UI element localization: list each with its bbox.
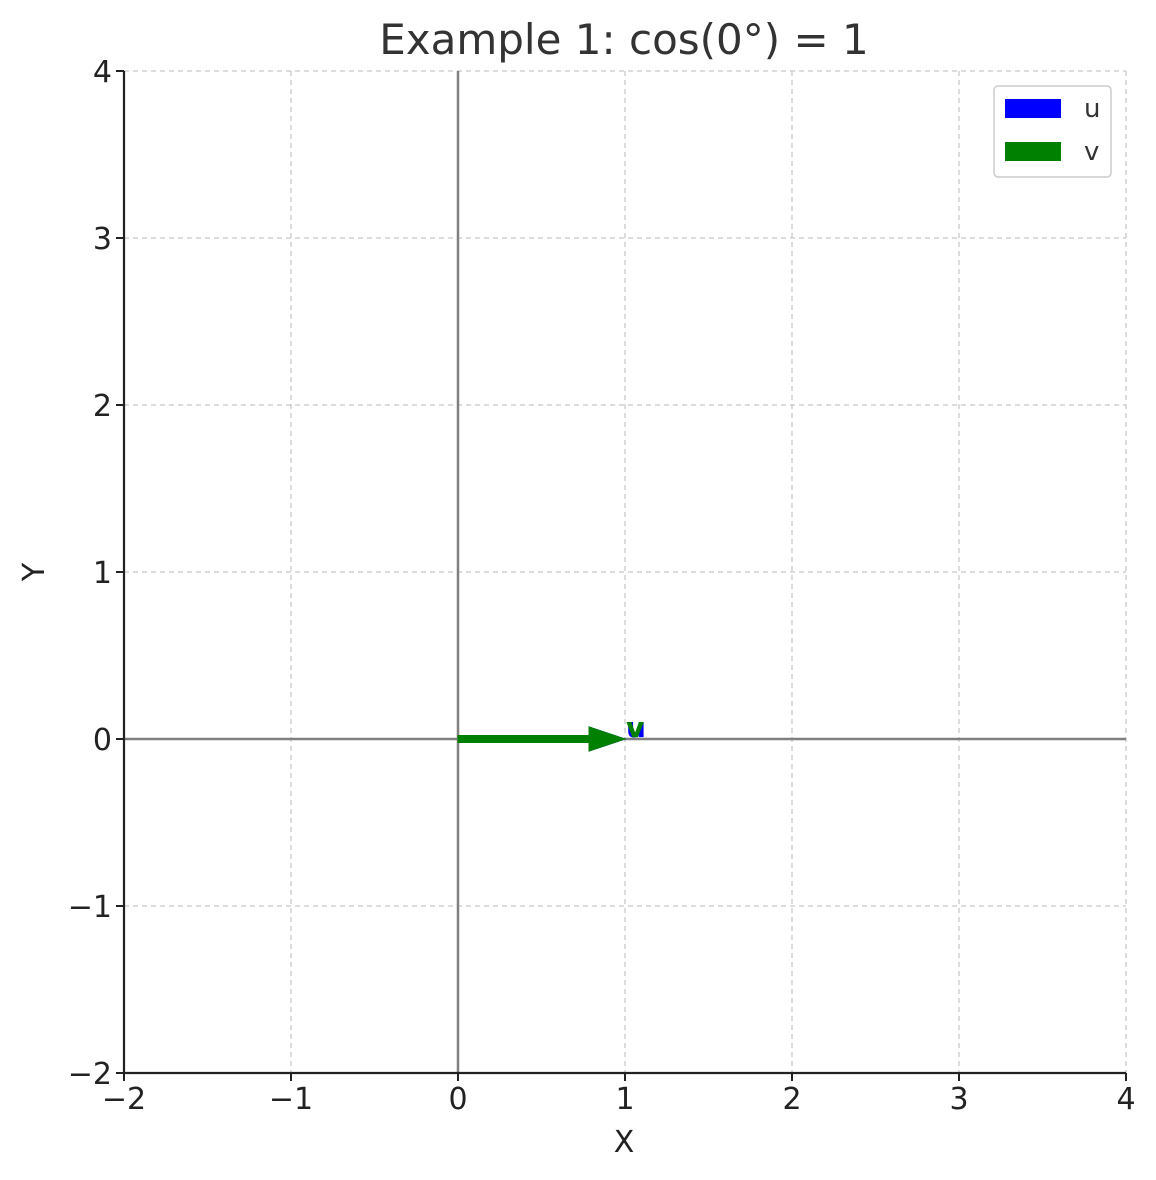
origin-axes xyxy=(124,71,1126,1073)
x-tick-label: 1 xyxy=(615,1082,634,1117)
grid xyxy=(123,70,1127,1074)
x-tick-label: 3 xyxy=(949,1082,968,1117)
y-axis-ticks: −2 −1 0 1 2 3 4 xyxy=(68,55,124,1092)
x-tick-label: 4 xyxy=(1116,1082,1135,1117)
vector-arrow-v xyxy=(457,726,627,752)
legend-swatch-u xyxy=(1005,99,1061,118)
x-tick-label: −2 xyxy=(102,1082,146,1117)
vector-label-v: v xyxy=(626,711,644,744)
x-tick-label: 0 xyxy=(448,1082,467,1117)
y-axis-label: Y xyxy=(17,562,52,582)
y-tick-label: −2 xyxy=(68,1057,112,1092)
x-axis-ticks: −2 −1 0 1 2 3 4 xyxy=(102,1073,1136,1117)
y-tick-label: 3 xyxy=(93,222,112,257)
legend-label-u: u xyxy=(1084,94,1100,124)
vector-label-u: u xyxy=(626,711,646,744)
y-tick-label: 0 xyxy=(93,723,112,758)
legend-label-v: v xyxy=(1084,137,1099,167)
x-tick-label: 2 xyxy=(782,1082,801,1117)
legend-swatch-v xyxy=(1005,142,1061,161)
x-tick-label: −1 xyxy=(269,1082,313,1117)
y-tick-label: 2 xyxy=(93,389,112,424)
chart-title: Example 1: cos(0°) = 1 xyxy=(379,15,869,64)
y-tick-label: −1 xyxy=(68,890,112,925)
y-tick-label: 4 xyxy=(93,55,112,90)
x-axis-label: X xyxy=(614,1125,635,1160)
legend: uv xyxy=(993,85,1112,178)
axes-frame xyxy=(122,71,1126,1075)
y-tick-label: 1 xyxy=(93,556,112,591)
vectors: uv xyxy=(457,711,646,752)
